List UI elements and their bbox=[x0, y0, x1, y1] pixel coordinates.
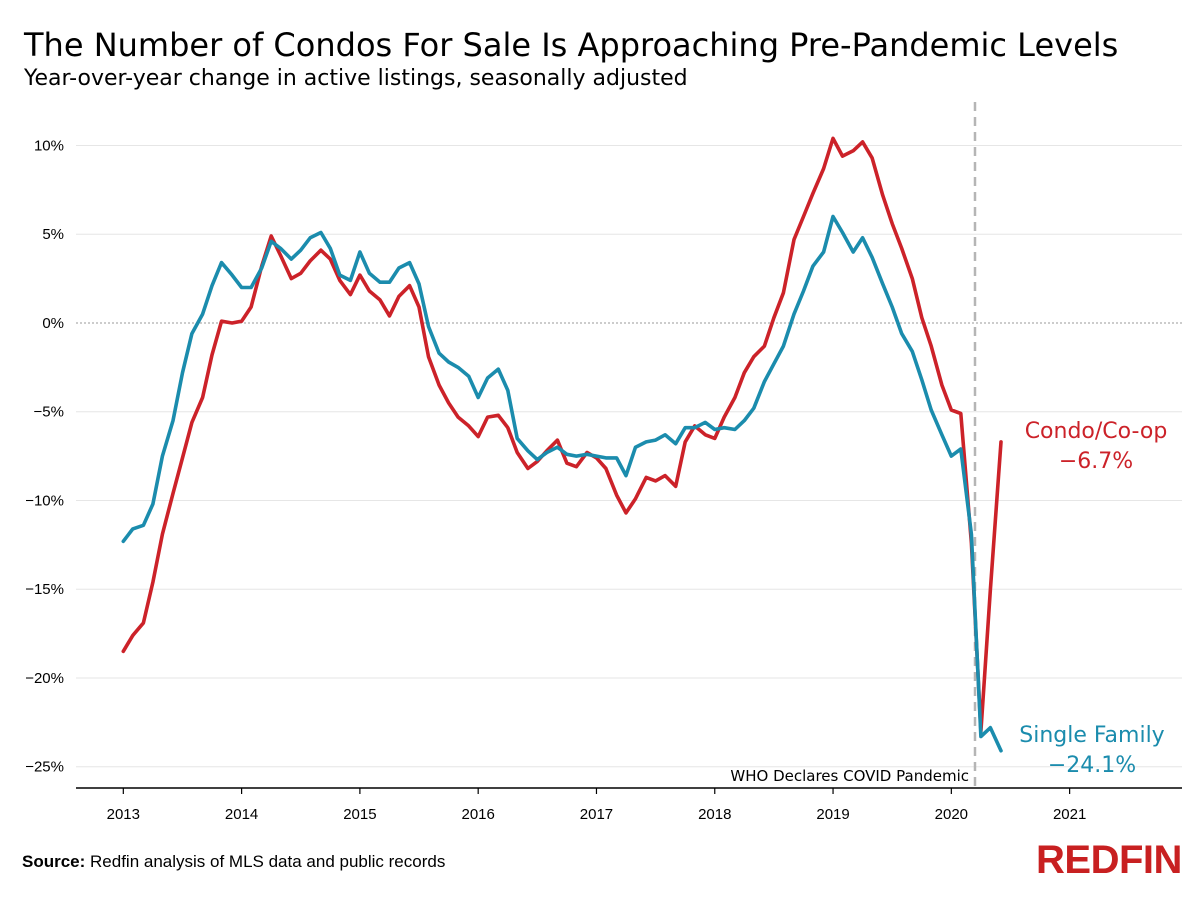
x-tick-label: 2015 bbox=[343, 806, 376, 823]
redfin-logo: REDFIN bbox=[1036, 838, 1182, 882]
y-tick-label: −15% bbox=[25, 581, 64, 598]
x-tick-label: 2014 bbox=[225, 806, 258, 823]
condo-coop-line bbox=[121, 136, 1003, 733]
y-tick-label: −10% bbox=[25, 492, 64, 509]
x-tick-label: 2016 bbox=[461, 806, 494, 823]
y-tick-label: 0% bbox=[42, 315, 64, 332]
y-tick-label: −20% bbox=[25, 670, 64, 687]
source-label: Source: bbox=[22, 852, 86, 871]
x-tick-label: 2017 bbox=[580, 806, 613, 823]
covid-annotation-label: WHO Declares COVID Pandemic bbox=[730, 767, 969, 785]
condo-coop-end-value-label: −6.7% bbox=[1059, 449, 1133, 474]
source-note: Source: Redfin analysis of MLS data and … bbox=[22, 852, 445, 872]
x-tick-label: 2021 bbox=[1053, 806, 1086, 823]
y-tick-label: −25% bbox=[25, 759, 64, 776]
y-tick-label: −5% bbox=[34, 404, 64, 421]
single-family-series-label: Single Family bbox=[1019, 723, 1164, 748]
x-tick-label: 2019 bbox=[816, 806, 849, 823]
chart-subtitle: Year-over-year change in active listings… bbox=[24, 66, 688, 91]
x-tick-label: 2013 bbox=[107, 806, 140, 823]
single-family-end-value-label: −24.1% bbox=[1048, 753, 1136, 778]
single-family-line bbox=[121, 214, 1003, 753]
y-tick-label: 5% bbox=[42, 226, 64, 243]
x-tick-label: 2020 bbox=[935, 806, 968, 823]
x-tick-label: 2018 bbox=[698, 806, 731, 823]
condo-coop-series-label: Condo/Co-op bbox=[1025, 419, 1168, 444]
chart-title: The Number of Condos For Sale Is Approac… bbox=[24, 26, 1119, 64]
source-text: Redfin analysis of MLS data and public r… bbox=[85, 852, 446, 871]
y-tick-label: 10% bbox=[34, 137, 64, 154]
